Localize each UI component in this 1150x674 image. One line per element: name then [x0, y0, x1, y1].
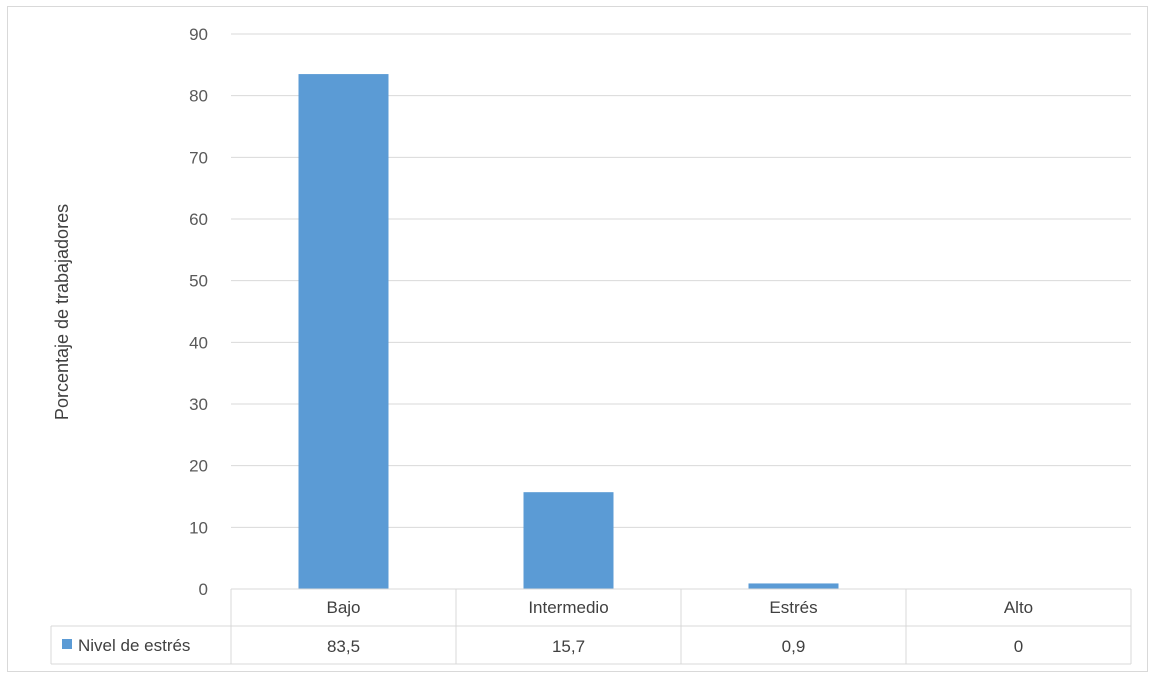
legend-series-name: Nivel de estrés: [78, 636, 190, 655]
y-tick-label: 50: [189, 272, 208, 291]
category-label: Bajo: [326, 598, 360, 617]
data-label: 83,5: [327, 637, 360, 656]
data-table: Bajo Intermedio Estrés Alto Nivel de estrés 8…: [50, 588, 1132, 665]
y-axis-ticks: 0 10 20 30 40 50 60 70 80 90: [189, 25, 208, 599]
y-tick-label: 30: [189, 395, 208, 414]
y-tick-label: 20: [189, 457, 208, 476]
y-tick-label: 60: [189, 210, 208, 229]
y-tick-label: 80: [189, 87, 208, 106]
y-tick-label: 90: [189, 25, 208, 44]
y-tick-label: 0: [199, 580, 208, 599]
category-label: Estrés: [769, 598, 817, 617]
y-tick-label: 40: [189, 333, 208, 352]
bars: [298, 74, 839, 590]
y-tick-label: 10: [189, 518, 208, 537]
bar-estrés: [748, 583, 839, 589]
legend-swatch: [62, 639, 72, 649]
y-axis-label: Porcentaje de trabajadores: [52, 204, 72, 420]
data-label: 0,9: [782, 637, 806, 656]
category-label: Alto: [1004, 598, 1033, 617]
bar-intermedio: [523, 492, 614, 589]
bar-bajo: [298, 74, 389, 590]
category-label: Intermedio: [528, 598, 608, 617]
data-label: 15,7: [552, 637, 585, 656]
y-tick-label: 70: [189, 148, 208, 167]
data-label: 0: [1014, 637, 1023, 656]
